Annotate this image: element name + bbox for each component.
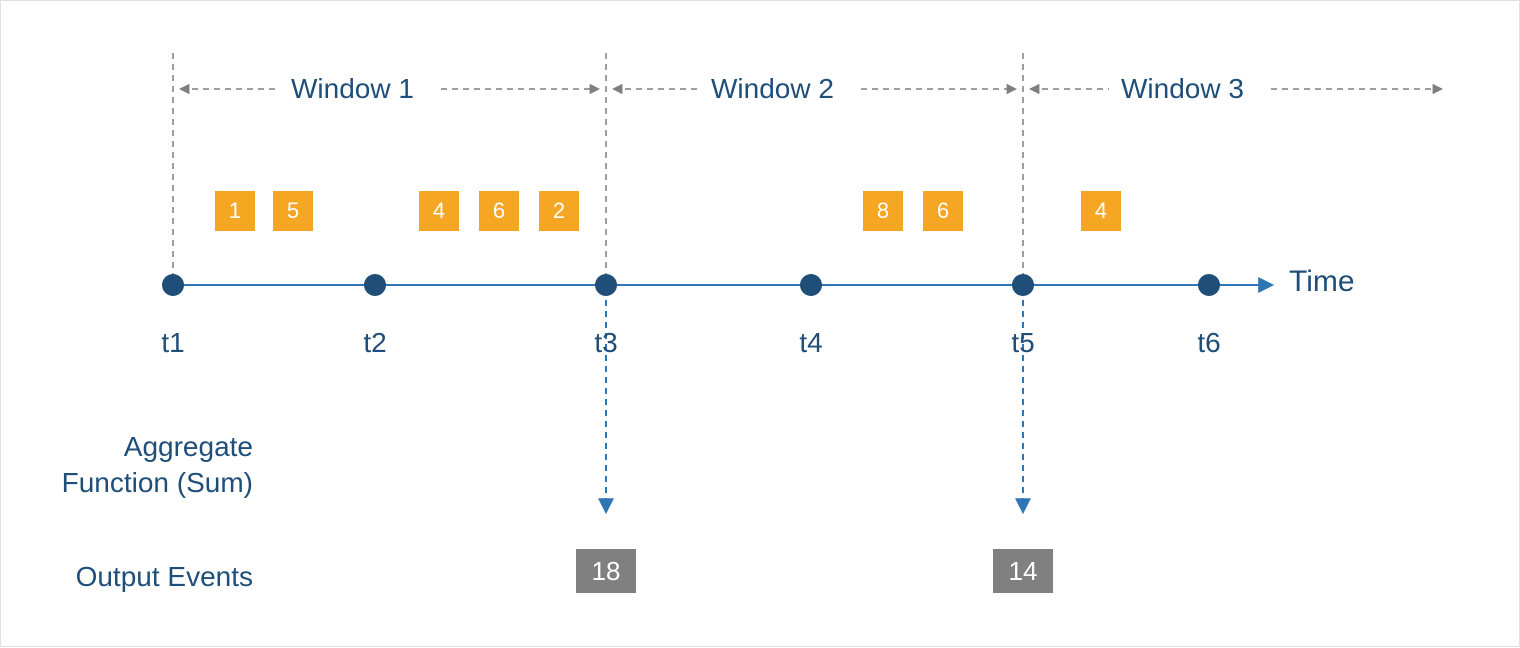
time-point: [1012, 274, 1034, 296]
aggregate-label-line1: Aggregate: [62, 429, 253, 465]
time-axis-label: Time: [1289, 265, 1355, 299]
tick-label: t1: [161, 327, 184, 359]
tick-label: t5: [1011, 327, 1034, 359]
event-box: 4: [1081, 191, 1121, 231]
tick-label: t2: [363, 327, 386, 359]
window-label: Window 1: [291, 73, 414, 105]
output-box: 14: [993, 549, 1053, 593]
event-box: 1: [215, 191, 255, 231]
time-point: [1198, 274, 1220, 296]
aggregate-function-label: Aggregate Function (Sum): [62, 429, 253, 502]
aggregate-label-line2: Function (Sum): [62, 465, 253, 501]
output-box: 18: [576, 549, 636, 593]
windowing-diagram: Time Aggregate Function (Sum) Output Eve…: [0, 0, 1520, 647]
tick-label: t3: [594, 327, 617, 359]
tick-label: t4: [799, 327, 822, 359]
output-events-label: Output Events: [76, 559, 253, 595]
time-point: [364, 274, 386, 296]
event-box: 5: [273, 191, 313, 231]
time-point: [162, 274, 184, 296]
time-point: [595, 274, 617, 296]
tick-label: t6: [1197, 327, 1220, 359]
window-label: Window 3: [1121, 73, 1244, 105]
time-point: [800, 274, 822, 296]
event-box: 4: [419, 191, 459, 231]
event-box: 6: [479, 191, 519, 231]
event-box: 8: [863, 191, 903, 231]
event-box: 2: [539, 191, 579, 231]
event-box: 6: [923, 191, 963, 231]
window-label: Window 2: [711, 73, 834, 105]
